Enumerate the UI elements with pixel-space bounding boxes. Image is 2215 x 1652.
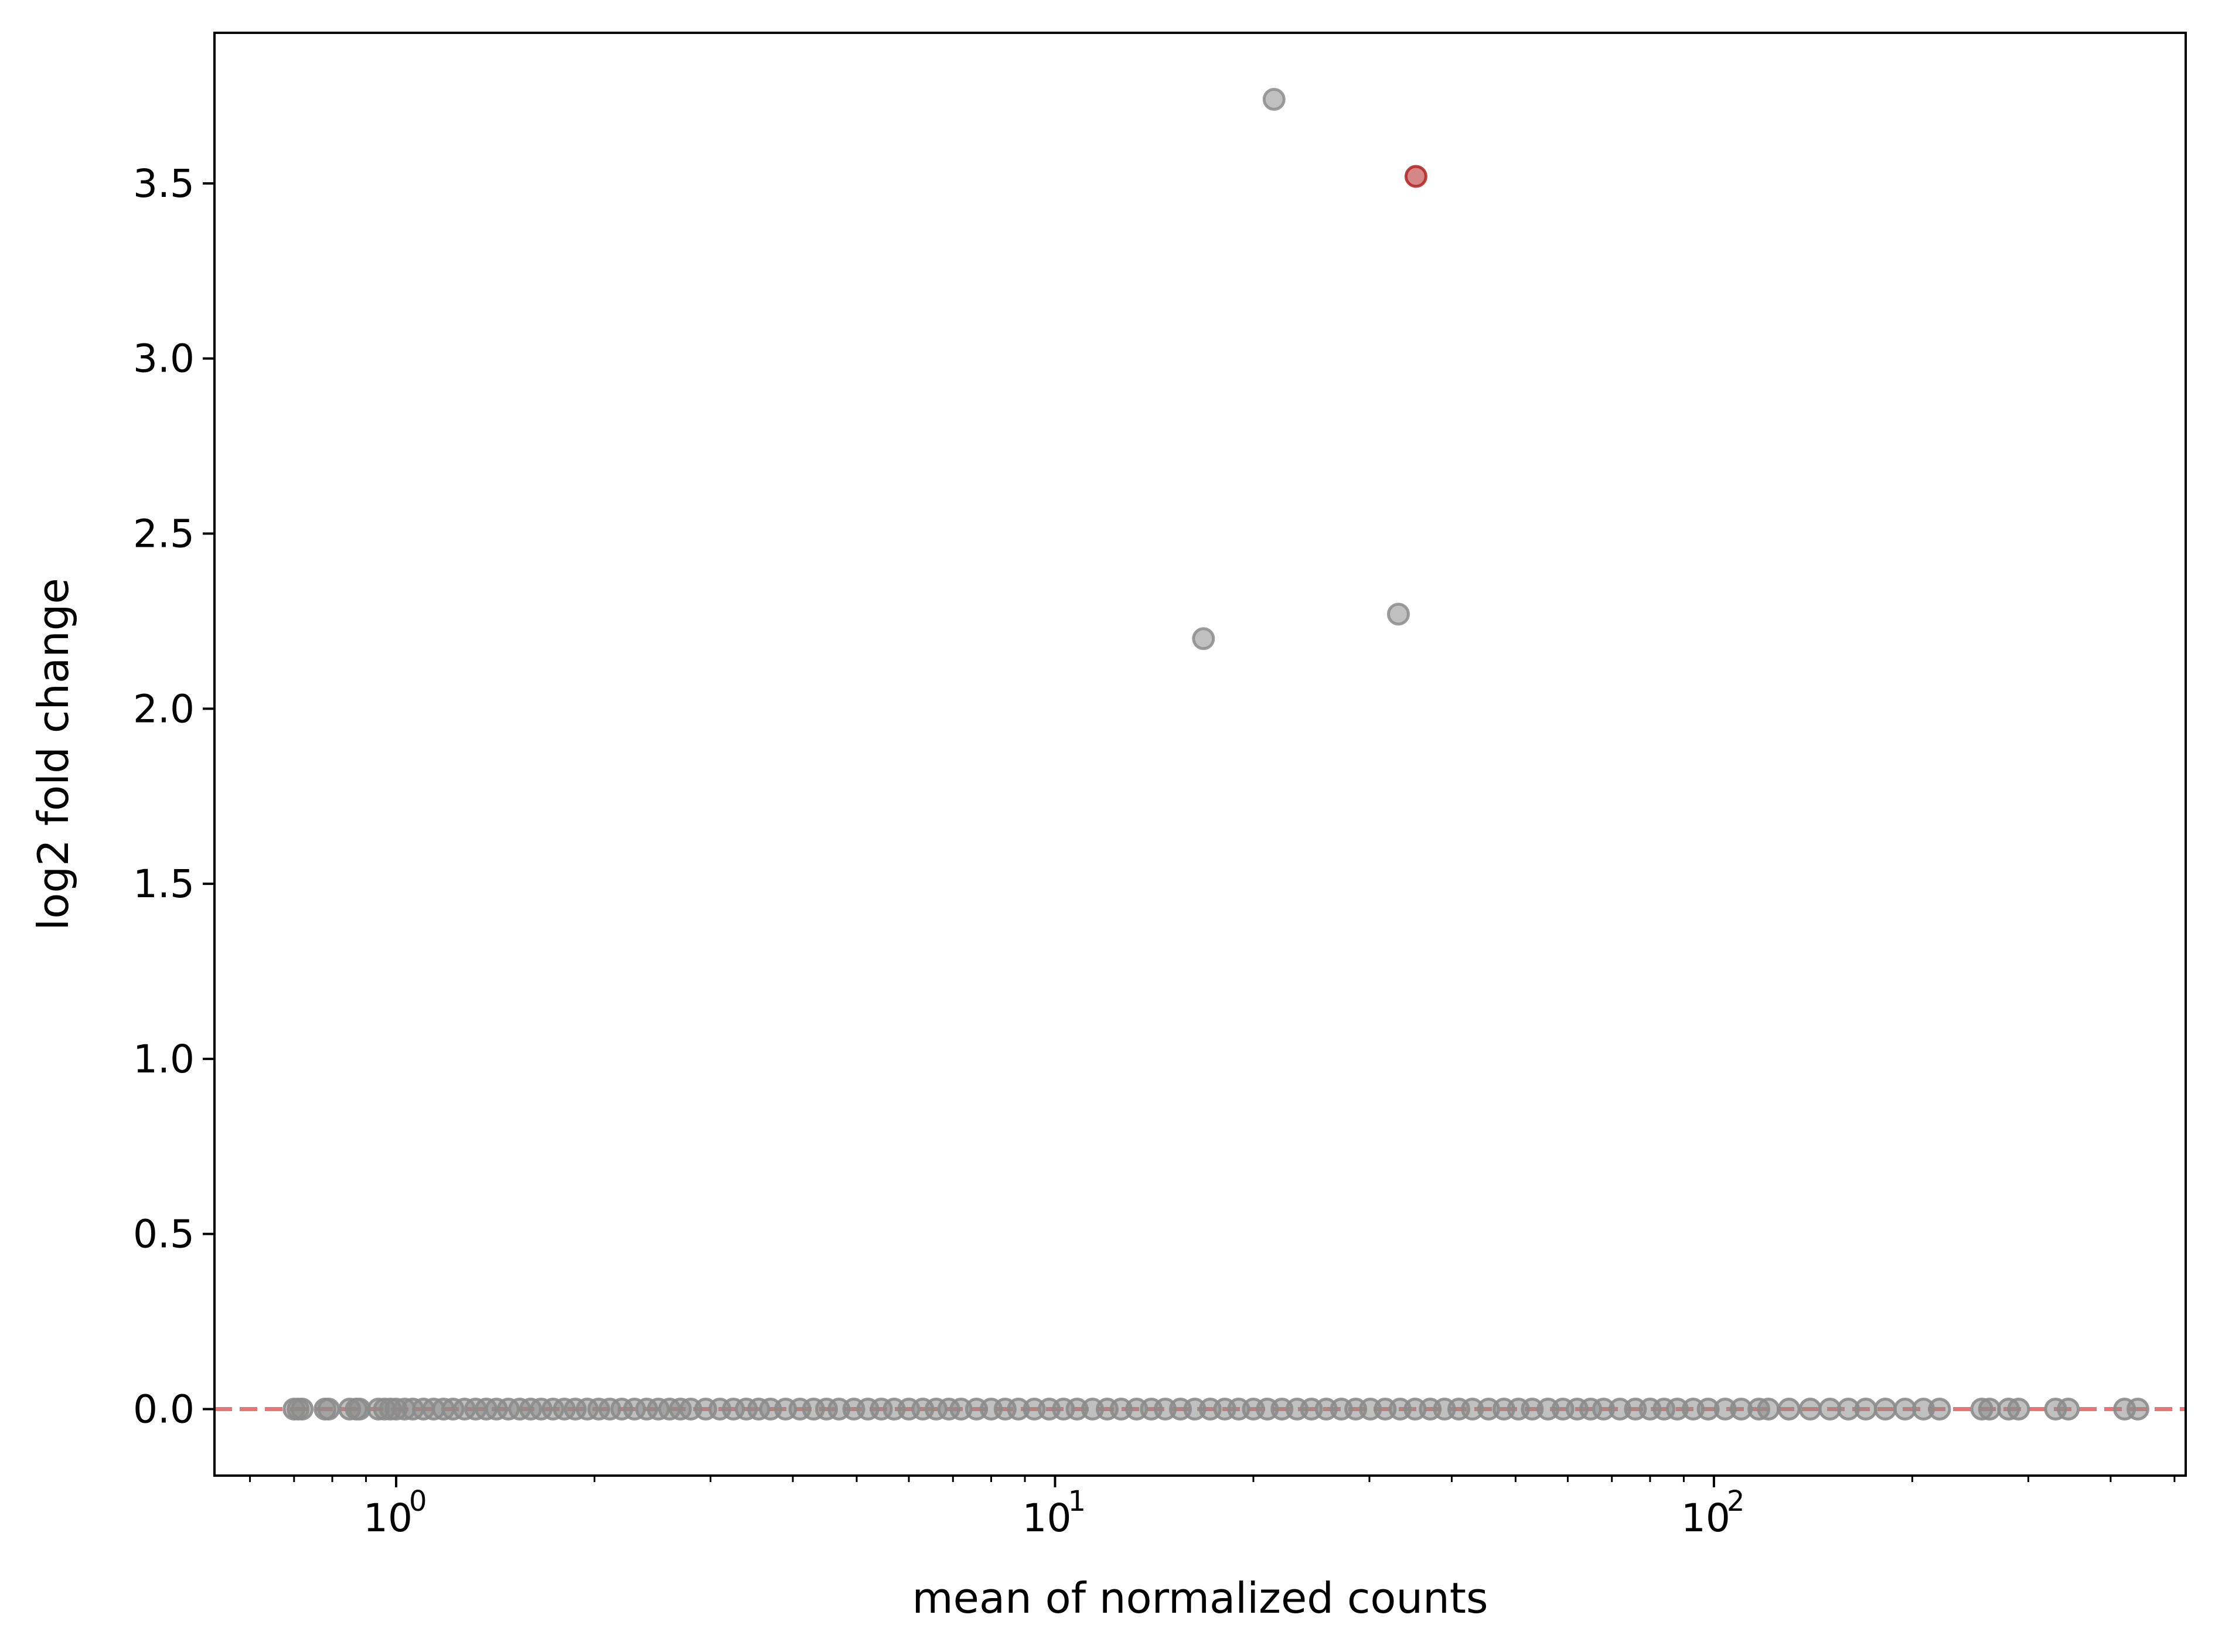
data-point	[2007, 1397, 2030, 1421]
x-tick-exponent: 1	[1068, 1485, 1086, 1518]
x-axis-title: mean of normalized counts	[912, 1573, 1488, 1623]
data-point	[1818, 1397, 1842, 1421]
y-tick-label: 3.5	[133, 161, 195, 206]
significant-data-point	[1404, 165, 1427, 188]
x-axis-ticks: 100 101 102	[249, 1476, 2176, 1541]
x-tick-label: 10	[363, 1496, 413, 1541]
data-point	[1757, 1397, 1780, 1421]
y-tick-label: 3.0	[133, 336, 195, 382]
data-point	[1873, 1397, 1897, 1421]
y-tick-label: 1.5	[133, 861, 195, 907]
x-tick-label: 10	[1022, 1496, 1071, 1541]
data-point	[2126, 1397, 2149, 1421]
data-point	[1798, 1397, 1822, 1421]
data-point	[1262, 88, 1286, 111]
x-tick-exponent: 0	[409, 1485, 427, 1518]
x-tick-label: 10	[1681, 1496, 1730, 1541]
data-point	[1192, 627, 1215, 650]
y-axis-ticks: 0.0 0.5 1.0 1.5 2.0 2.5 3.0 3.5	[133, 161, 214, 1432]
y-axis-title: log2 fold change	[29, 578, 78, 930]
data-point	[348, 1397, 372, 1421]
y-tick-label: 1.0	[133, 1037, 195, 1082]
y-tick-label: 2.5	[133, 512, 195, 557]
y-tick-label: 2.0	[133, 686, 195, 731]
x-tick-exponent: 2	[1727, 1485, 1745, 1518]
data-point	[1777, 1397, 1801, 1421]
points-layer	[282, 88, 2149, 1421]
data-point	[1854, 1397, 1877, 1421]
data-point	[2057, 1397, 2080, 1421]
y-tick-label: 0.0	[133, 1387, 195, 1432]
data-point	[1386, 602, 1410, 626]
plot-frame	[213, 32, 2187, 1477]
data-point	[1978, 1397, 2001, 1421]
data-point	[291, 1397, 314, 1421]
y-tick-label: 0.5	[133, 1212, 195, 1257]
data-point	[317, 1397, 340, 1421]
data-point	[1893, 1397, 1917, 1421]
data-point	[1928, 1397, 1951, 1421]
